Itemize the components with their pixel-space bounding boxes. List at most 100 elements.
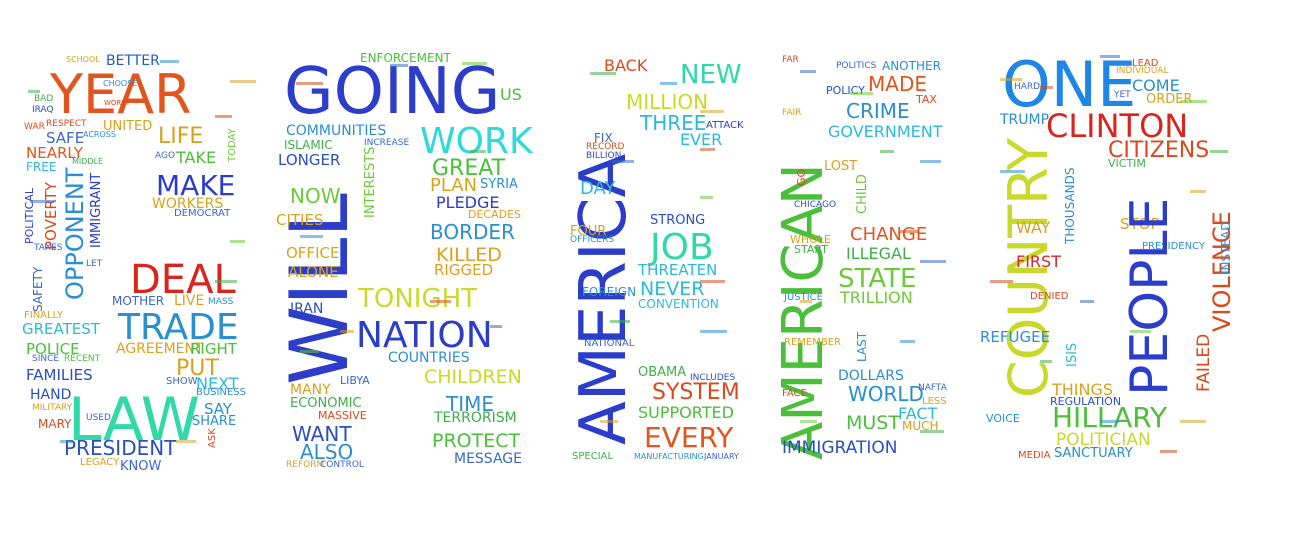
cloud-word: YEAR (50, 63, 192, 126)
cloud-word: GOVERNMENT (828, 122, 943, 141)
cloud-word: OFFICE (286, 244, 340, 262)
cloud-word: FOUR (570, 224, 607, 239)
cloud-word: SYRIA (480, 177, 518, 192)
cloud-word: MESSAGE (454, 451, 522, 467)
cloud-word: WORK (420, 121, 533, 162)
cloud-word: MIDDLE (72, 157, 104, 166)
cloud-word: YET (1114, 90, 1131, 100)
cloud-word: CONVENTION (638, 297, 719, 311)
filler-word-mark (920, 260, 946, 263)
filler-word-mark (700, 110, 724, 113)
filler-word-mark (660, 82, 677, 85)
cloud-word: NATIONAL (584, 338, 635, 349)
cloud-word: HARD (1014, 82, 1041, 92)
filler-word-mark (296, 82, 323, 85)
filler-word-mark (800, 300, 812, 303)
cloud-word: AGO (155, 151, 176, 161)
cloud-word: WORLD (848, 382, 924, 406)
cloud-word: COME (1132, 76, 1180, 95)
cloud-word: IRAQ (32, 105, 54, 115)
cloud-word: NEXT (196, 374, 239, 393)
filler-word-mark (1000, 78, 1022, 81)
cloud-word: MEDIA (1018, 450, 1051, 461)
filler-word-mark (215, 280, 237, 283)
cloud-word: CHICAGO (794, 200, 837, 210)
filler-word-mark (1180, 100, 1207, 103)
cloud-word: BUSINESS (196, 387, 246, 398)
cloud-word: RESPECT (46, 119, 87, 129)
cloud-word: SPECIAL (572, 451, 614, 462)
cloud-word: MASSIVE (318, 409, 367, 422)
cloud-word: ALONE (288, 263, 339, 281)
filler-word-mark (300, 235, 323, 238)
cloud-word: BORDER (430, 220, 515, 244)
cloud-word: TAXES (34, 243, 63, 253)
cloud-word: HILLARY (1052, 401, 1168, 434)
cloud-word: POLITICAL (23, 188, 36, 244)
cloud-word: LESS (922, 396, 947, 407)
cloud-word: POLITICIAN (1056, 430, 1151, 450)
cloud-word: PROTECT (432, 430, 521, 452)
cloud-word: ENFORCEMENT (360, 51, 451, 65)
filler-word-mark (462, 62, 487, 65)
cloud-word: LONGER (278, 151, 341, 169)
filler-word-mark (1000, 170, 1025, 173)
filler-word-mark (390, 64, 408, 67)
cloud-word: FAMILIES (26, 366, 93, 384)
filler-word-mark (230, 240, 245, 243)
cloud-word: CHILDREN (424, 366, 522, 388)
cloud-word: MANUFACTURING (634, 452, 704, 461)
cloud-word: WORST (104, 99, 131, 107)
filler-word-mark (340, 330, 354, 333)
cloud-word: MOTHER (112, 294, 165, 308)
cloud-word: IMMIGRANT (89, 172, 104, 248)
cloud-word: DAY (580, 178, 616, 199)
cloud-word: ACROSS (83, 130, 116, 139)
filler-word-mark (920, 430, 944, 433)
filler-word-mark (800, 70, 816, 73)
cloud-word: NEW (680, 60, 742, 90)
cloud-word: TIME (446, 392, 495, 416)
cloud-word: USED (86, 413, 111, 423)
cloud-word: LOST (824, 159, 858, 174)
filler-word-mark (990, 280, 1013, 283)
cloud-word: WANT (292, 422, 352, 446)
filler-word-mark (610, 320, 630, 323)
cloud-word: NEVER (640, 278, 705, 300)
cloud-word: GO (795, 168, 808, 186)
cloud-word: CLINTON (1046, 107, 1189, 145)
cloud-word: TRUMP (1000, 112, 1050, 128)
cloud-word: SAFETY (31, 266, 45, 312)
cloud-word: SAFE (46, 129, 85, 147)
cloud-word: STATE (838, 264, 917, 294)
cloud-word: PLEDGE (436, 193, 500, 212)
cloud-word: PEOPLE (1120, 197, 1180, 396)
cloud-word: CRIME (846, 99, 910, 123)
cloud-word: VOICE (986, 412, 1020, 425)
cloud-word: US (500, 85, 522, 104)
cloud-word: ONE (1002, 48, 1137, 121)
cloud-word: REFUGEE (980, 328, 1051, 346)
cloud-word: MANY (290, 382, 331, 398)
cloud-word: DENIED (1030, 291, 1069, 302)
cloud-word: FAR (782, 55, 799, 65)
cloud-word: POLICY (826, 84, 865, 97)
cloud-word: TERRORISM (434, 410, 517, 426)
cloud-word: STRONG (650, 213, 706, 228)
filler-word-mark (800, 420, 817, 423)
cloud-word: GREATEST (22, 320, 100, 338)
cloud-word: RECENT (64, 354, 101, 364)
cloud-word: IRAN (290, 301, 324, 317)
cloud-word: PRESIDENCY (1142, 241, 1206, 252)
cloud-word: PUT (176, 356, 219, 381)
filler-word-mark (470, 150, 486, 153)
filler-word-mark (215, 115, 232, 118)
cloud-word: VICTIM (1108, 157, 1146, 170)
filler-word-mark (600, 420, 618, 423)
filler-word-mark (490, 325, 502, 328)
cloud-word: MUCH (902, 419, 939, 433)
cloud-word: MARY (38, 417, 72, 431)
filler-word-mark (300, 350, 319, 353)
cloud-word: TRILLION (840, 288, 913, 307)
